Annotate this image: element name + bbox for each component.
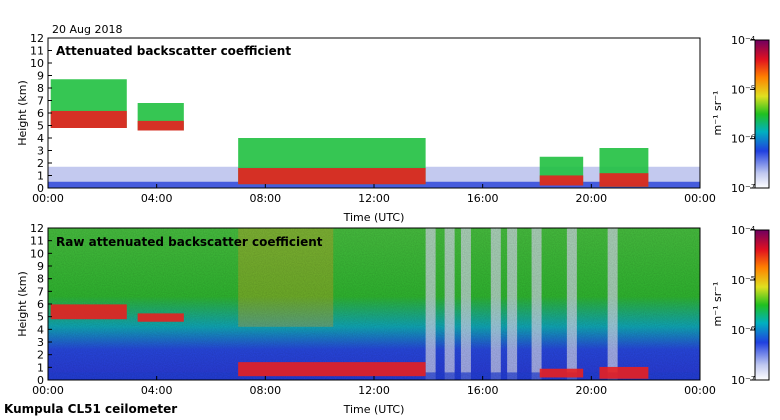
y-tick-label: 1 (37, 170, 44, 183)
y-tick-label: 8 (37, 273, 44, 286)
y-tick-label: 12 (30, 222, 44, 235)
colorbar-1: 10⁻⁴ 10⁻⁵ 10⁻⁶ 10⁻⁷ m⁻¹ sr⁻¹ (711, 34, 770, 195)
cloud-base (539, 175, 584, 186)
x-tick-label: 12:00 (358, 192, 390, 205)
x-tick-label: 04:00 (141, 192, 173, 205)
colorbar-2-label: m⁻¹ sr⁻¹ (711, 282, 724, 327)
cloud-base (238, 362, 426, 377)
y-tick-label: 6 (37, 298, 44, 311)
y-tick-label: 0 (37, 182, 44, 195)
x-axis-label-1: Time (UTC) (343, 211, 405, 224)
y-tick-label: 2 (37, 349, 44, 362)
y-tick-label: 1 (37, 361, 44, 374)
colorbar-tick-label: 10⁻⁶ (731, 133, 756, 146)
panel-raw: Raw attenuated backscatter coefficient 0… (16, 222, 716, 416)
cloud-base (238, 168, 426, 185)
y-tick-label: 2 (37, 157, 44, 170)
x-tick-label: 00:00 (32, 192, 64, 205)
y-tick-label: 5 (37, 120, 44, 133)
panel-attenuated: Attenuated backscatter coefficient 00:00… (16, 32, 716, 224)
colorbar-tick-label: 10⁻⁴ (731, 34, 756, 47)
y-tick-label: 4 (37, 323, 44, 336)
colorbar-tick-label: 10⁻⁷ (731, 374, 755, 387)
y-tick-label: 9 (37, 70, 44, 83)
cloud-base (539, 368, 584, 378)
y-tick-label: 6 (37, 107, 44, 120)
cloud-base (137, 313, 184, 322)
y-tick-label: 5 (37, 311, 44, 324)
y-tick-label: 11 (30, 45, 44, 58)
panel-title-1: Attenuated backscatter coefficient (56, 44, 291, 58)
y-tick-label: 10 (30, 57, 44, 70)
date-label: 20 Aug 2018 (52, 23, 122, 36)
y-tick-label: 7 (37, 285, 44, 298)
x-tick-label: 12:00 (358, 384, 390, 397)
y-tick-label: 12 (30, 32, 44, 45)
y-axis-label-2: Height (km) (16, 271, 29, 337)
y-tick-label: 8 (37, 82, 44, 95)
y-tick-label: 3 (37, 336, 44, 349)
x-tick-label: 00:00 (684, 192, 716, 205)
x-tick-label: 00:00 (32, 384, 64, 397)
colorbar-2-scale (754, 229, 770, 381)
panel-title-2: Raw attenuated backscatter coefficient (56, 235, 323, 249)
colorbar-1-scale (754, 39, 770, 189)
y-axis-label-1: Height (km) (16, 80, 29, 146)
y-tick-label: 10 (30, 247, 44, 260)
cloud-base (599, 173, 649, 187)
colorbar-1-label: m⁻¹ sr⁻¹ (711, 91, 724, 136)
x-tick-label: 20:00 (575, 192, 607, 205)
colorbar-2: 10⁻⁴ 10⁻⁵ 10⁻⁶ 10⁻⁷ m⁻¹ sr⁻¹ (711, 224, 770, 387)
x-tick-label: 04:00 (141, 384, 173, 397)
y-tick-label: 0 (37, 374, 44, 387)
x-tick-label: 16:00 (467, 192, 499, 205)
colorbar-tick-label: 10⁻⁵ (731, 83, 755, 96)
cloud-base (50, 304, 127, 320)
y-tick-label: 7 (37, 95, 44, 108)
y-tick-label: 3 (37, 145, 44, 158)
cloud-base (50, 110, 127, 128)
instrument-label: Kumpula CL51 ceilometer (4, 402, 177, 416)
x-tick-label: 08:00 (249, 192, 281, 205)
x-tick-label: 08:00 (249, 384, 281, 397)
x-tick-label: 00:00 (684, 384, 716, 397)
colorbar-tick-label: 10⁻⁶ (731, 324, 756, 337)
x-tick-label: 16:00 (467, 384, 499, 397)
y-tick-label: 4 (37, 132, 44, 145)
speckle-overlay (48, 228, 700, 380)
colorbar-tick-label: 10⁻⁵ (731, 274, 755, 287)
y-tick-label: 9 (37, 260, 44, 273)
cloud-base (599, 366, 649, 379)
y-tick-label: 11 (30, 235, 44, 248)
x-tick-label: 20:00 (575, 384, 607, 397)
colorbar-tick-label: 10⁻⁴ (731, 224, 756, 237)
cloud-base (137, 120, 184, 131)
x-axis-label-2: Time (UTC) (343, 403, 405, 416)
colorbar-tick-label: 10⁻⁷ (731, 182, 755, 195)
